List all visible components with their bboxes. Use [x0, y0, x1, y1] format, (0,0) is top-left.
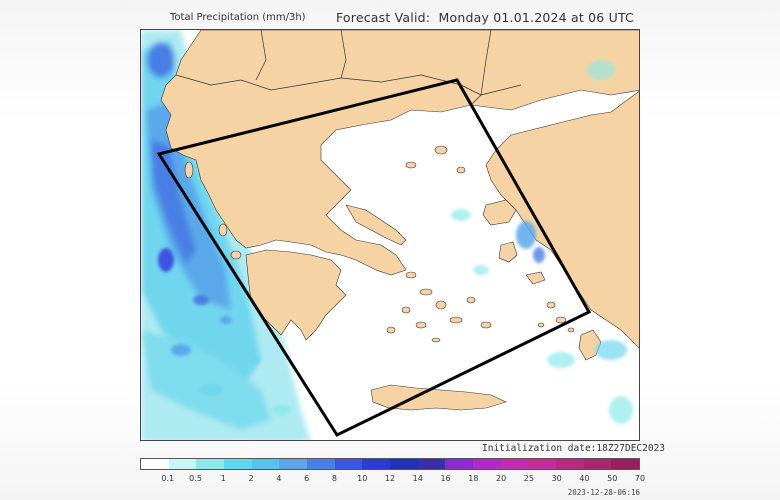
precipitation-map — [140, 29, 640, 441]
legend-swatch — [279, 459, 308, 469]
legend-swatch — [196, 459, 225, 469]
legend-swatch — [445, 459, 474, 469]
legend-swatch — [390, 459, 418, 469]
legend-label: 8 — [331, 474, 337, 483]
rhodes-island — [578, 329, 602, 361]
country-borders — [175, 30, 522, 106]
legend-swatch — [528, 459, 557, 469]
legend-swatch — [141, 459, 169, 469]
north-aegean-islands — [405, 145, 466, 174]
forecast-valid: Forecast Valid: Monday 01.01.2024 at 06 … — [336, 10, 634, 25]
precipitation-legend — [140, 458, 640, 470]
legend-swatch — [500, 459, 529, 469]
legend-swatch — [473, 459, 501, 469]
legend-label: 50 — [607, 474, 618, 483]
samos-island — [525, 271, 546, 285]
crete-island — [370, 384, 507, 411]
land-masses — [160, 30, 639, 411]
evia-island — [345, 204, 407, 246]
initialization-date: Initialization date:18Z27DEC2023 — [482, 443, 666, 454]
cyclades-islands — [386, 271, 492, 343]
legend-swatch — [611, 459, 640, 469]
legend-labels: 0.1 0.5 1 2 4 6 8 10 12 14 16 18 20 25 30 40 50 70 — [140, 474, 645, 486]
legend-label: 12 — [384, 474, 396, 483]
chios-island — [498, 241, 518, 263]
legend-label: 4 — [276, 474, 282, 483]
legend-swatch — [224, 459, 252, 469]
legend-swatch — [362, 459, 391, 469]
legend-label: 30 — [551, 474, 562, 483]
legend-swatch — [583, 459, 612, 469]
forecast-domain-outline — [156, 78, 592, 437]
ionian-islands — [184, 161, 242, 260]
forecast-label: Forecast Valid: — [335, 10, 431, 25]
map-canvas — [141, 30, 639, 440]
map-header: Total Precipitation (mm/3h) Forecast Val… — [140, 6, 640, 28]
dodecanese-islands — [537, 301, 575, 333]
legend-swatch — [251, 459, 280, 469]
legend-swatch — [417, 459, 446, 469]
legend-label: 70 — [634, 474, 646, 483]
legend-label: 1 — [220, 474, 226, 483]
generated-timestamp: 2023-12-28-06:16 — [567, 488, 640, 497]
legend-label: 40 — [579, 474, 590, 483]
legend-swatch — [556, 459, 584, 469]
legend-label: 25 — [523, 474, 534, 483]
legend-label: 0.1 — [161, 474, 175, 483]
legend-label: 18 — [468, 474, 479, 483]
legend-label: 2 — [248, 474, 254, 483]
legend-swatch — [307, 459, 335, 469]
legend-label: 16 — [440, 474, 451, 483]
legend-swatch — [334, 459, 363, 469]
lesbos-island — [482, 199, 517, 226]
legend-label: 0.5 — [189, 474, 202, 483]
legend-swatch — [168, 459, 197, 469]
legend-label: 20 — [496, 474, 507, 483]
map-title: Total Precipitation (mm/3h) — [170, 12, 306, 23]
legend-label: 10 — [357, 474, 368, 483]
legend-label: 14 — [412, 474, 423, 483]
legend-label: 6 — [304, 474, 310, 483]
precipitation-field-aegean — [451, 60, 633, 424]
forecast-value: Monday 01.01.2024 at 06 UTC — [438, 10, 634, 25]
precipitation-field-patches — [158, 248, 291, 415]
